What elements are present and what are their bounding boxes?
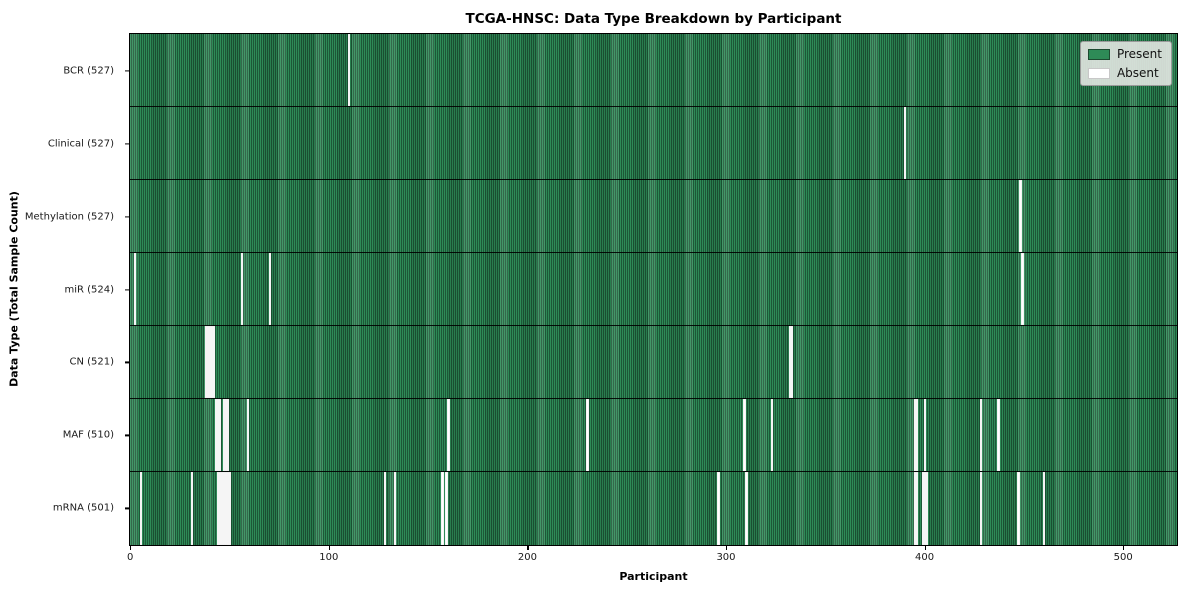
absent-gap [745, 471, 748, 545]
absent-gap [914, 471, 917, 545]
absent-gap [139, 471, 142, 545]
absent-gap [904, 106, 907, 179]
y-tick-label-miR: miR (524) [64, 284, 114, 295]
row-band-BCR [130, 34, 1177, 107]
absent-gap [218, 471, 222, 545]
absent-gap [222, 398, 226, 471]
y-tick-mark [125, 215, 129, 218]
absent-gap [213, 325, 216, 398]
row-band-Clinical [130, 106, 1177, 180]
absent-gap [1043, 471, 1046, 545]
y-axis-tick-labels: BCR (527) Clinical (527) Methylation (527)… [0, 33, 129, 546]
absent-gap [790, 325, 794, 398]
absent-gap [788, 325, 792, 398]
absent-gap [383, 471, 387, 545]
absent-gap [771, 398, 774, 471]
absent-gap [205, 325, 208, 398]
absent-gap [222, 471, 226, 545]
absent-gap [916, 471, 919, 545]
absent-gap [1019, 179, 1022, 252]
x-tick-mark [725, 546, 728, 550]
absent-gap [224, 471, 228, 545]
y-tick-label-Clinical: Clinical (527) [47, 138, 114, 150]
absent-gap [207, 325, 210, 398]
y-tick-mark [125, 288, 129, 291]
x-tick-mark [130, 546, 132, 550]
x-tick-mark [328, 546, 330, 550]
absent-gap [586, 398, 589, 471]
legend: Present Absent [1079, 41, 1172, 86]
y-tick-mark [125, 507, 129, 509]
absent-gap [445, 471, 448, 545]
absent-gap [226, 398, 230, 471]
absent-gap [916, 398, 919, 471]
absent-swatch-icon [1087, 67, 1110, 79]
y-tick-label-MAF: MAF (510) [62, 429, 114, 441]
absent-gap [447, 398, 450, 471]
absent-gap [209, 325, 212, 398]
absent-gap [997, 398, 1000, 471]
absent-gap [979, 471, 982, 545]
absent-gap [191, 471, 194, 545]
x-tick-label-300: 300 [716, 552, 736, 563]
x-tick-label-200: 200 [517, 552, 537, 563]
absent-gap [133, 252, 136, 325]
x-tick-mark [1123, 546, 1125, 550]
present-swatch-icon [1087, 48, 1110, 60]
absent-gap [220, 471, 224, 545]
legend-label-absent: Absent [1116, 66, 1159, 80]
y-tick-mark [125, 434, 129, 436]
x-tick-label-100: 100 [319, 552, 339, 563]
row-band-miR [130, 252, 1177, 326]
absent-gap [1021, 252, 1024, 325]
x-axis-title: Participant [619, 570, 688, 583]
absent-gap [914, 398, 917, 471]
absent-gap [216, 471, 220, 545]
y-tick-label-CN: CN (521) [69, 356, 114, 368]
row-band-Methylation [130, 179, 1177, 253]
absent-gap [441, 471, 444, 545]
plot-area [129, 33, 1178, 546]
chart-title: TCGA-HNSC: Data Type Breakdown by Partic… [465, 11, 842, 27]
absent-gap [393, 471, 396, 545]
absent-gap [925, 471, 929, 545]
y-tick-label-BCR: BCR (527) [63, 65, 114, 77]
y-tick-label-mRNA: mRNA (501) [52, 502, 114, 514]
absent-gap [218, 398, 222, 471]
absent-gap [348, 34, 351, 106]
legend-item-absent: Absent [1087, 66, 1162, 80]
row-band-MAF [130, 398, 1177, 472]
y-axis-title: Data Type (Total Sample Count) [7, 191, 21, 387]
absent-gap [246, 398, 250, 471]
absent-gap [717, 471, 720, 545]
x-tick-mark [924, 546, 926, 550]
absent-gap [226, 471, 230, 545]
x-tick-label-500: 500 [1113, 552, 1133, 563]
legend-label-present: Present [1116, 47, 1162, 61]
absent-gap [979, 398, 982, 471]
x-tick-label-400: 400 [915, 552, 935, 563]
absent-gap [211, 325, 214, 398]
y-tick-label-Methylation: Methylation (527) [24, 211, 114, 223]
absent-gap [228, 471, 232, 545]
absent-gap [224, 398, 228, 471]
absent-gap [216, 398, 220, 471]
legend-item-present: Present [1087, 47, 1162, 61]
row-band-CN [130, 325, 1177, 399]
absent-gap [268, 252, 271, 325]
absent-gap [921, 471, 925, 545]
absent-gap [240, 252, 244, 325]
y-tick-mark [125, 361, 129, 364]
y-tick-mark [125, 143, 129, 145]
absent-gap [214, 398, 218, 471]
x-tick-mark [527, 546, 529, 550]
row-band-mRNA [130, 471, 1177, 545]
absent-gap [923, 398, 927, 471]
absent-gap [1017, 471, 1020, 545]
absent-gap [743, 398, 746, 471]
y-tick-mark [125, 70, 129, 72]
absent-gap [923, 471, 927, 545]
x-tick-label-0: 0 [127, 552, 134, 563]
